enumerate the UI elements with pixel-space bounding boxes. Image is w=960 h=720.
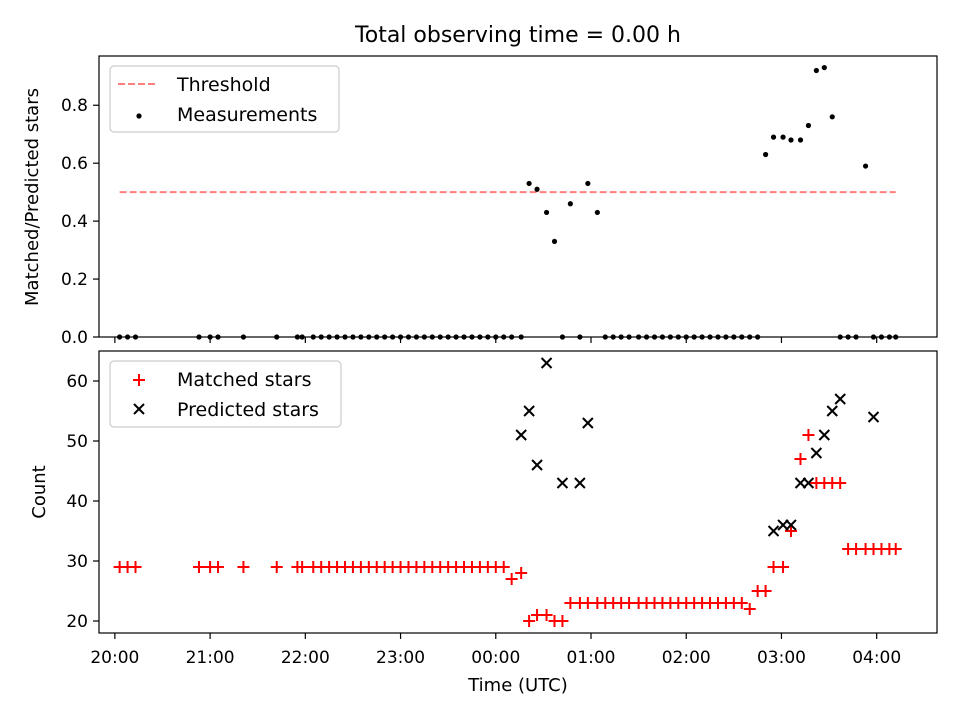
legend-predicted-swatch bbox=[133, 403, 145, 415]
predicted-star-point bbox=[540, 357, 553, 369]
matched-star-point bbox=[777, 561, 790, 573]
predicted-star-point bbox=[523, 405, 535, 417]
matched-star-point bbox=[497, 561, 510, 573]
predicted-star-point bbox=[810, 447, 823, 459]
x-tick-label: 02:00 bbox=[662, 648, 711, 668]
measurement-point bbox=[821, 64, 827, 71]
measurement-point bbox=[526, 180, 532, 187]
measurement-point bbox=[805, 122, 812, 129]
measurement-point bbox=[770, 134, 777, 140]
bottom-y-axis: 20 30 40 50 60 bbox=[66, 372, 99, 632]
predicted-star-point bbox=[785, 519, 797, 531]
bottom-plot-area bbox=[113, 357, 902, 627]
bottom-legend-box bbox=[109, 360, 342, 428]
chart-title: Total observing time = 0.00 h bbox=[354, 23, 681, 48]
legend-predicted-label: Predicted stars bbox=[177, 399, 319, 421]
matched-star-point bbox=[735, 597, 748, 609]
predicted-star-point bbox=[834, 393, 846, 405]
matched-star-point bbox=[540, 609, 553, 621]
bottom-x-axis: 20:00 21:00 22:00 23:00 00:00 01:00 02:00 03:00… bbox=[90, 633, 901, 668]
top-y-tick-label: 0.2 bbox=[61, 270, 88, 290]
legend-matched-label: Matched stars bbox=[177, 369, 311, 391]
matched-star-point bbox=[834, 477, 847, 489]
matched-star-point bbox=[270, 561, 283, 573]
matched-star-point bbox=[802, 429, 815, 441]
predicted-star-point bbox=[826, 405, 838, 417]
bottom-axes-frame bbox=[98, 350, 938, 634]
measurement-point bbox=[567, 201, 573, 207]
top-y-tick-label: 0.0 bbox=[61, 328, 88, 348]
x-tick-label: 01:00 bbox=[567, 648, 616, 668]
bottom-y-tick-label: 60 bbox=[66, 372, 88, 392]
matched-star-point bbox=[889, 543, 902, 555]
measurement-point bbox=[788, 137, 794, 143]
measurement-point bbox=[543, 209, 550, 216]
measurement-point bbox=[829, 114, 835, 120]
bottom-panel: 20 30 40 50 60 20:00 21:00 22:00 23:00 00:00 01:0… bbox=[29, 350, 938, 696]
measurement-point bbox=[585, 180, 591, 187]
predicted-star-point bbox=[818, 429, 831, 441]
predicted-star-point bbox=[582, 417, 594, 429]
predicted-star-point bbox=[556, 477, 569, 489]
matched-star-point bbox=[515, 567, 528, 579]
measurement-point bbox=[534, 186, 540, 192]
matched-star-point bbox=[237, 561, 250, 573]
x-tick-label: 20:00 bbox=[90, 648, 139, 668]
top-y-tick-label: 0.8 bbox=[61, 96, 88, 116]
bottom-y-tick-label: 20 bbox=[66, 612, 88, 632]
matched-star-point bbox=[296, 561, 309, 573]
predicted-star-point bbox=[867, 411, 880, 423]
top-legend-box bbox=[109, 65, 340, 133]
top-x-axis bbox=[114, 337, 878, 343]
bottom-y-axis-label: Count bbox=[29, 465, 50, 518]
top-y-axis: 0.0 0.2 0.4 0.6 0.8 bbox=[61, 96, 99, 348]
top-legend: Threshold Measurements bbox=[109, 65, 340, 133]
x-tick-label: 03:00 bbox=[757, 648, 806, 668]
bottom-legend: Matched stars Predicted stars bbox=[109, 360, 342, 428]
x-tick-label: 21:00 bbox=[186, 648, 235, 668]
predicted-star-point bbox=[802, 477, 815, 489]
predicted-star-point bbox=[531, 459, 543, 471]
matched-star-point bbox=[743, 603, 756, 615]
legend-measurements-label: Measurements bbox=[177, 104, 317, 126]
predicted-star-point bbox=[767, 525, 780, 537]
legend-measurements-swatch bbox=[136, 113, 142, 119]
bottom-y-tick-label: 50 bbox=[66, 432, 88, 452]
measurement-point bbox=[780, 134, 786, 140]
matched-star-point bbox=[794, 453, 807, 465]
top-axes-frame bbox=[98, 55, 938, 338]
measurement-point bbox=[551, 238, 558, 245]
bottom-y-tick-label: 40 bbox=[66, 492, 88, 512]
top-panel: 0.00.20.40.60.8 Matched/Predicted stars … bbox=[22, 55, 938, 348]
x-tick-label: 22:00 bbox=[281, 648, 330, 668]
matched-star-point bbox=[192, 561, 205, 573]
x-axis-label: Time (UTC) bbox=[467, 675, 568, 696]
matched-star-point bbox=[556, 615, 569, 627]
matched-star-point bbox=[759, 585, 772, 597]
measurement-point bbox=[797, 137, 804, 143]
legend-threshold-label: Threshold bbox=[176, 74, 271, 96]
predicted-star-point bbox=[515, 429, 527, 441]
x-tick-label: 00:00 bbox=[471, 648, 520, 668]
matched-star-point bbox=[523, 615, 536, 627]
top-y-axis-label: Matched/Predicted stars bbox=[22, 88, 43, 306]
legend-matched-swatch bbox=[133, 374, 145, 386]
x-tick-label: 23:00 bbox=[376, 648, 425, 668]
matched-star-point bbox=[505, 573, 518, 585]
top-y-tick-label: 0.4 bbox=[61, 212, 88, 232]
measurement-point bbox=[762, 151, 769, 158]
measurement-point bbox=[594, 209, 600, 216]
matched-star-point bbox=[784, 525, 797, 537]
predicted-star-point bbox=[574, 477, 586, 489]
measurement-point bbox=[862, 163, 869, 169]
measurement-point bbox=[813, 67, 819, 74]
matched-star-point bbox=[212, 561, 225, 573]
bottom-y-tick-label: 30 bbox=[66, 552, 88, 572]
x-tick-label: 04:00 bbox=[852, 648, 901, 668]
top-y-tick-label: 0.6 bbox=[61, 154, 88, 174]
matched-star-point bbox=[129, 561, 142, 573]
